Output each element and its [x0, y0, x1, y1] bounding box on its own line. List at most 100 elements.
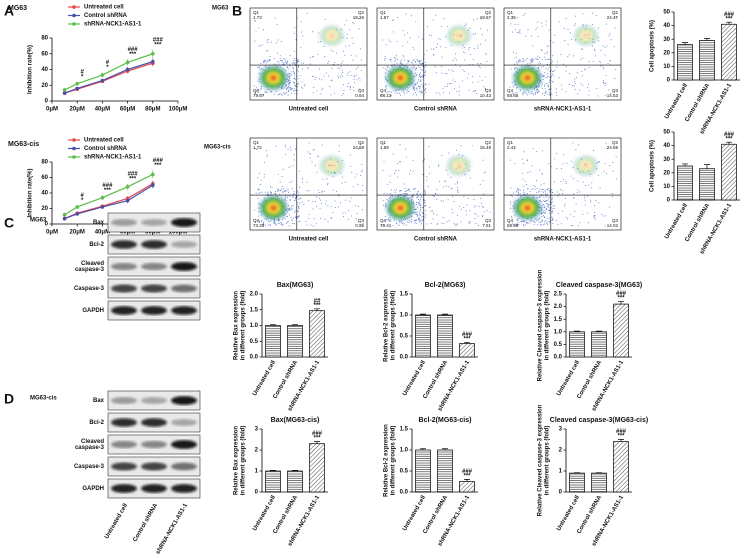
dot [318, 68, 320, 70]
dot [529, 62, 531, 64]
quadrant-value: 1.73 [253, 15, 262, 20]
dot [391, 61, 393, 63]
dot [458, 90, 460, 92]
dot [487, 29, 489, 31]
dot [442, 217, 444, 219]
blot-row-label: Caspase-3 [74, 286, 105, 292]
dot [441, 56, 443, 58]
dot [294, 81, 296, 83]
dot [441, 65, 443, 67]
dot [605, 84, 607, 87]
dot [540, 184, 542, 186]
dot [535, 58, 537, 60]
dot [324, 18, 326, 20]
dot [344, 54, 346, 56]
dot [259, 184, 261, 186]
dot [483, 172, 485, 174]
dot [359, 143, 362, 145]
dot [481, 216, 484, 218]
dot [279, 58, 281, 60]
dot [282, 191, 284, 193]
dot [282, 188, 284, 190]
dot [344, 181, 346, 183]
dot [594, 217, 596, 219]
dot [541, 49, 543, 51]
dot [580, 58, 582, 61]
dot [356, 213, 358, 215]
dot [524, 91, 526, 93]
dot [411, 196, 414, 198]
dot [419, 62, 421, 64]
dot [516, 191, 518, 193]
dot [288, 68, 290, 70]
dot [549, 207, 551, 209]
dot [584, 204, 586, 206]
bar [613, 441, 629, 493]
dot [291, 180, 293, 182]
dot [292, 81, 295, 83]
dot [303, 85, 305, 87]
dot [549, 190, 551, 192]
dot [597, 174, 599, 176]
dot [281, 191, 283, 193]
marker [100, 205, 105, 209]
band [111, 218, 137, 227]
quadrant-name: Q4 [380, 88, 387, 93]
dot [340, 74, 342, 76]
dot [540, 195, 542, 197]
dot [347, 72, 349, 74]
band [171, 440, 197, 449]
dot [606, 45, 608, 47]
dot [430, 35, 432, 37]
dot [323, 45, 325, 48]
dot [314, 201, 316, 203]
dot [306, 224, 308, 226]
dot [422, 219, 424, 221]
error-bar [292, 470, 298, 471]
dot [284, 61, 286, 63]
dot [543, 75, 545, 77]
dot [602, 80, 605, 82]
dot [543, 183, 545, 185]
dot [392, 224, 394, 226]
significance: * [81, 198, 84, 204]
dot [472, 91, 474, 93]
dot [420, 63, 422, 65]
dot [599, 187, 601, 189]
dot [578, 225, 580, 227]
lane-label: shRNA-NCK1-AS1-1 [155, 502, 189, 555]
dot [546, 93, 548, 95]
dot [419, 193, 421, 195]
dot [408, 91, 410, 93]
dot [295, 39, 297, 41]
quadrant-name: Q3 [612, 88, 619, 93]
dot [298, 192, 300, 194]
dot [415, 211, 417, 214]
dot [357, 183, 359, 186]
dot [387, 183, 389, 185]
dot [411, 196, 413, 198]
dot [392, 153, 394, 155]
band [141, 284, 167, 293]
dot [302, 62, 305, 64]
dot [586, 212, 588, 214]
significance: * [81, 75, 84, 81]
significance: ### [462, 332, 473, 338]
dot [295, 60, 297, 62]
dot [268, 221, 270, 223]
quadrant-name: Q2 [485, 10, 492, 15]
dot [291, 219, 293, 221]
dot [387, 218, 389, 220]
y-axis-label: Inhibition rate(%) [28, 169, 34, 218]
dot [445, 185, 447, 187]
dot [522, 162, 524, 164]
dot [406, 193, 409, 195]
dot [384, 68, 386, 70]
dot [520, 221, 522, 223]
dot [342, 92, 345, 95]
dot [294, 211, 296, 213]
dot [312, 225, 314, 227]
y-tick-label: 40 [663, 23, 670, 29]
